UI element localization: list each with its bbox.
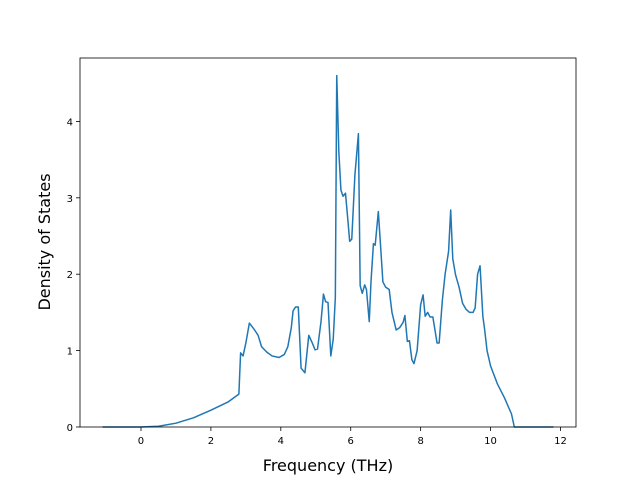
x-tick-label: 8 [417, 436, 423, 447]
y-tick-label: 4 [67, 117, 73, 128]
y-tick-label: 3 [67, 194, 73, 205]
y-axis-label: Density of States [35, 173, 54, 310]
y-tick-label: 2 [67, 270, 73, 281]
x-tick-label: 6 [348, 436, 354, 447]
y-tick-label: 0 [67, 423, 73, 434]
x-tick-label: 2 [208, 436, 214, 447]
x-axis-label: Frequency (THz) [263, 456, 393, 475]
x-tick-label: 4 [278, 436, 284, 447]
x-tick-label: 0 [138, 436, 144, 447]
data-line [102, 74, 554, 428]
plot-frame [79, 57, 577, 428]
x-tick-label: 12 [554, 436, 567, 447]
y-tick-label: 1 [67, 347, 73, 358]
x-tick-label: 10 [484, 436, 497, 447]
